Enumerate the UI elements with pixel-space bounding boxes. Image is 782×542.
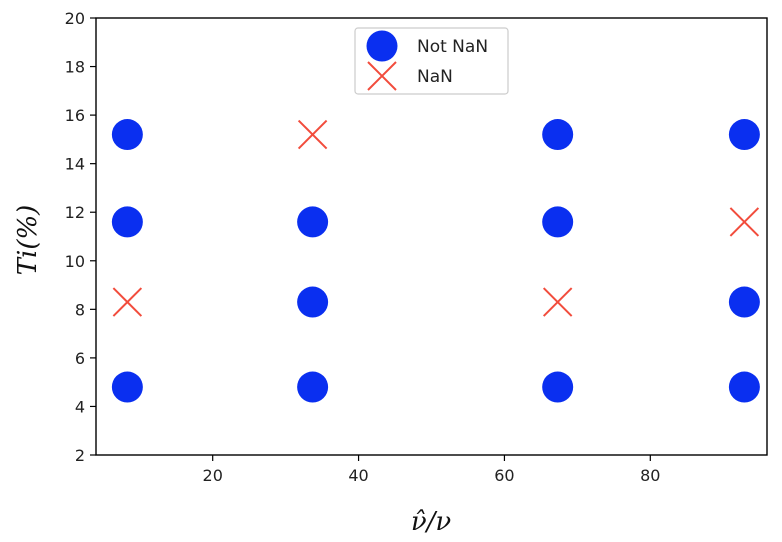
not-nan-point [111,371,143,403]
not-nan-point [542,119,574,151]
nan-point [112,287,143,317]
not-nan-point [111,119,143,151]
y-tick-label: 6 [75,349,85,368]
y-tick-label: 18 [65,58,85,77]
x-tick-label: 80 [640,466,660,485]
data-markers [111,119,760,403]
y-axis-label: Ti(%) [13,205,43,276]
y-tick-label: 10 [65,252,85,271]
legend-label: Not NaN [417,37,488,57]
y-tick-label: 4 [75,397,85,416]
x-axis: 20 40 60 80 [203,455,660,485]
x-axis-label: ν̂/ν [411,507,452,537]
y-axis: 2 4 6 8 10 12 14 16 18 20 [65,9,96,465]
not-nan-point [297,206,329,238]
legend: Not NaN NaN [354,27,509,95]
nan-point [542,287,573,317]
x-tick-label: 60 [494,466,514,485]
not-nan-point [297,371,329,403]
nan-point [297,119,328,150]
y-tick-label: 14 [65,155,85,174]
legend-marker-not-nan [366,30,398,62]
legend-label: NaN [417,67,453,87]
y-tick-label: 2 [75,446,85,465]
y-tick-label: 12 [65,203,85,222]
not-nan-point [111,206,143,238]
not-nan-point [542,371,574,403]
x-tick-label: 20 [203,466,223,485]
y-tick-label: 16 [65,106,85,125]
legend-marker-nan [367,61,397,91]
nan-point [729,207,760,237]
not-nan-point [728,119,760,151]
x-tick-label: 40 [348,466,368,485]
not-nan-point [728,286,760,318]
not-nan-point [728,371,760,403]
not-nan-point [542,206,574,238]
not-nan-point [297,286,329,318]
y-tick-label: 8 [75,300,85,319]
y-tick-label: 20 [65,9,85,28]
